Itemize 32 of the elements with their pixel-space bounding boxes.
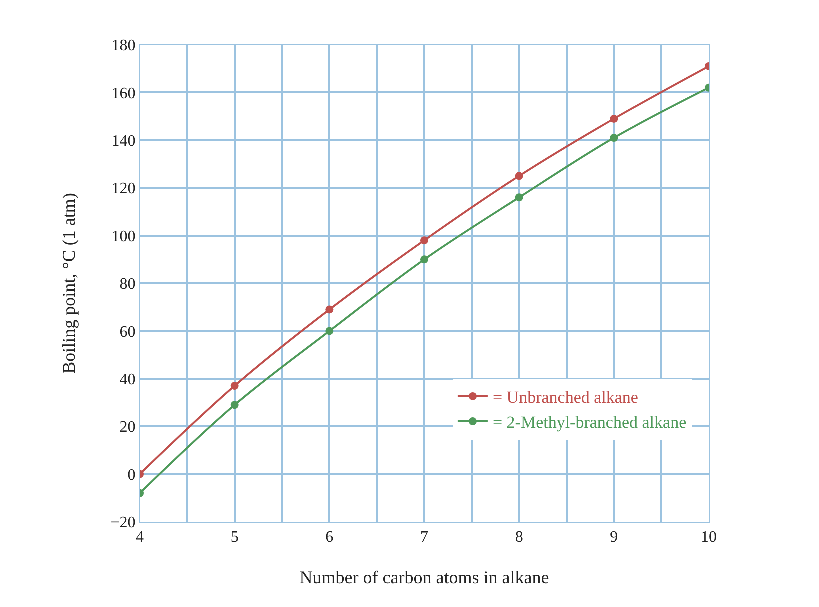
x-tick-label: 9 (610, 529, 618, 546)
point (230, 382, 239, 390)
point (420, 236, 428, 245)
point (515, 194, 524, 202)
point (326, 327, 334, 336)
x-tick-label: 7 (420, 529, 428, 546)
x-tick-label: 6 (326, 529, 334, 546)
y-tick-label: 120 (112, 180, 136, 198)
x-tick-label: 4 (136, 529, 144, 546)
x-axis-title: Number of carbon atoms in alkane (300, 567, 550, 588)
y-tick-label: 100 (112, 228, 136, 246)
x-tick-label: 10 (701, 529, 717, 546)
point (326, 306, 334, 314)
legend-label: = Unbranched alkane (492, 388, 638, 408)
point (230, 401, 239, 410)
point (515, 172, 524, 180)
y-tick-label: −20 (110, 514, 136, 532)
point (610, 134, 618, 142)
y-tick-label: 80 (120, 276, 136, 294)
y-axis-title: Boiling point, °C (1 atm) (58, 193, 79, 374)
y-tick-label: 160 (112, 85, 136, 102)
y-tick-label: 40 (120, 372, 136, 388)
y-tick-label: 180 (112, 38, 136, 55)
y-tick-label: 0 (128, 466, 136, 484)
point (420, 256, 428, 264)
y-tick-label: 60 (120, 324, 136, 341)
point (610, 114, 618, 123)
y-tick-label: 20 (120, 419, 136, 436)
y-tick-label: 140 (112, 133, 136, 150)
x-tick-label: 8 (515, 529, 524, 546)
legend-label: = 2-Methyl-branched alkane (492, 413, 687, 432)
x-tick-label: 5 (230, 529, 239, 546)
